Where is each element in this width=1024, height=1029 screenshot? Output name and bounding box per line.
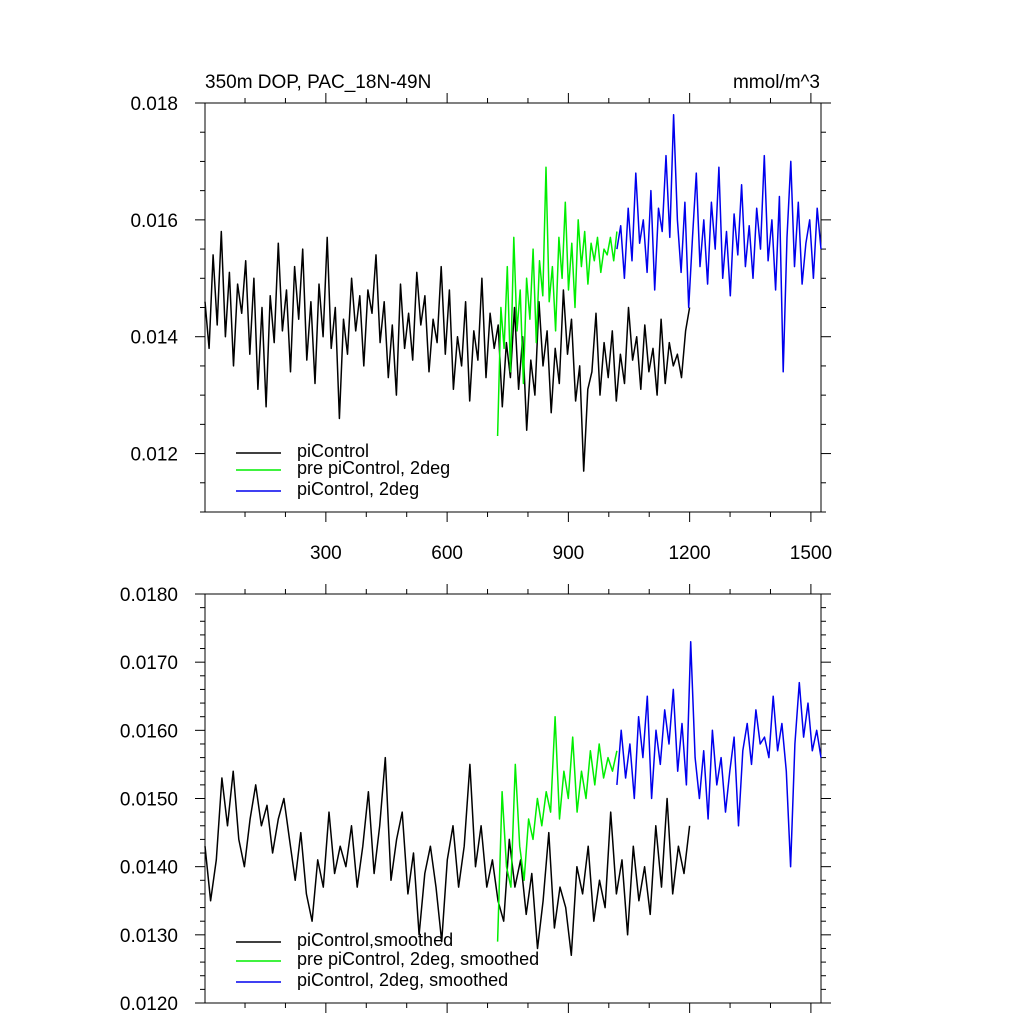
top-x-tick-label: 1500 — [790, 543, 832, 564]
bottom-y-tick-label: 0.0120 — [120, 994, 178, 1015]
bottom-series-line-2 — [496, 715, 618, 942]
bottom-y-tick-label: 0.0180 — [120, 585, 178, 606]
top-y-tick-label: 0.012 — [130, 445, 178, 466]
top-legend-label-1: piControl — [297, 441, 369, 461]
bottom-legend-label-1: piControl,smoothed — [297, 930, 453, 950]
top-x-tick-label: 900 — [553, 543, 585, 564]
top-x-tick-label: 300 — [310, 543, 342, 564]
bottom-y-tick-label: 0.0170 — [120, 653, 178, 674]
top-chart-title: 350m DOP, PAC_18N-49N — [205, 72, 431, 93]
top-legend-label-2: pre piControl, 2deg — [297, 458, 450, 478]
bottom-legend-label-3: piControl, 2deg, smoothed — [297, 970, 508, 990]
top-x-tick-label: 1200 — [668, 543, 710, 564]
top-series-line-2 — [496, 166, 618, 437]
bottom-legend-label-2: pre piControl, 2deg, smoothed — [297, 949, 539, 969]
top-legend-label-3: piControl, 2deg — [297, 479, 419, 499]
bottom-series-line-3 — [616, 640, 822, 868]
top-y-tick-label: 0.016 — [130, 211, 178, 232]
bottom-y-tick-label: 0.0130 — [120, 926, 178, 947]
bottom-series-line-1 — [204, 756, 691, 957]
bottom-y-tick-label: 0.0160 — [120, 721, 178, 742]
top-y-tick-label: 0.014 — [130, 328, 178, 349]
top-x-tick-label: 600 — [431, 543, 463, 564]
top-y-tick-label: 0.018 — [130, 94, 178, 115]
bottom-panel: 0.0120 0.0130 0.0140 0.0150 0.0160 0.0170 0.01… — [120, 584, 831, 1015]
top-series-line-1 — [204, 230, 691, 472]
top-panel: 350m DOP, PAC_18N-49N mmol/m^3 300 600 900… — [130, 72, 832, 564]
top-units-label: mmol/m^3 — [733, 72, 820, 93]
bottom-y-tick-label: 0.0140 — [120, 858, 178, 879]
bottom-y-tick-label: 0.0150 — [120, 790, 178, 811]
top-series-line-3 — [616, 113, 822, 373]
